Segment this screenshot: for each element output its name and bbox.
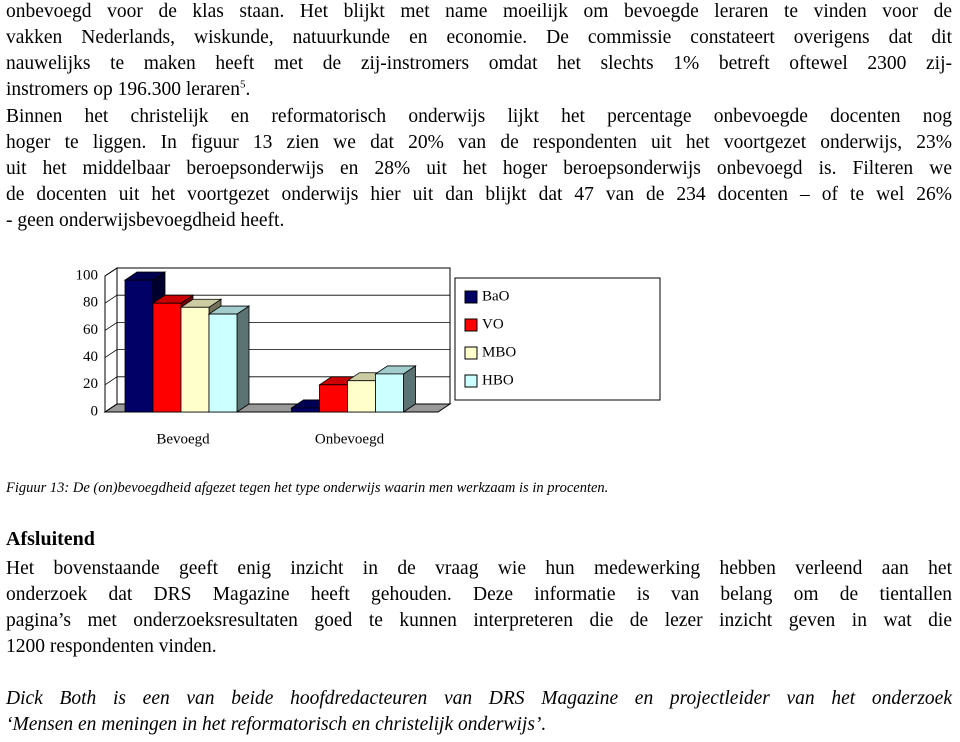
text-line: uit het middelbaar beroepsonderwijs en 2… <box>6 158 952 179</box>
y-tick-label: 40 <box>83 349 98 365</box>
bar <box>375 373 404 413</box>
legend-label: HBO <box>482 372 514 388</box>
y-tick-label: 100 <box>76 267 99 283</box>
bar <box>180 306 210 413</box>
x-tick-label: Onbevoegd <box>315 431 385 447</box>
grid-line <box>104 294 118 304</box>
legend-label: BaO <box>482 288 510 304</box>
text-line: - geen onderwijsbevoegdheid heeft. <box>6 210 285 231</box>
side-wall <box>104 267 118 413</box>
text-line: nauwelijks te maken heeft met de zij-ins… <box>6 53 952 74</box>
chart: 0 20 40 60 80 100 Bevoegd Onbevoegd BaO VO MBO HBO <box>76 267 661 447</box>
text-line: Het bovenstaande geeft enig inzicht in d… <box>6 558 952 579</box>
bar <box>319 384 348 413</box>
legend-swatch <box>464 346 478 360</box>
y-tick-label: 60 <box>83 322 98 338</box>
text: . <box>245 79 251 100</box>
grid-line <box>104 322 118 331</box>
bar <box>208 313 238 413</box>
text-line: 1200 respondenten vinden. <box>6 636 217 657</box>
footnote-ref: 5 <box>239 78 246 91</box>
bar <box>347 380 376 413</box>
text-line: de docenten uit het voortgezet onderwijs… <box>6 184 952 205</box>
y-tick-label: 80 <box>83 295 98 311</box>
text-line: Dick Both is een van beide hoofdredacteu… <box>6 688 952 709</box>
text-line: onderzoek dat DRS Magazine heeft gehoude… <box>6 584 952 605</box>
legend-box <box>454 277 661 401</box>
bar <box>152 302 182 413</box>
legend-swatch <box>464 374 478 388</box>
text-line: Binnen het christelijk en reformatorisch… <box>6 106 952 127</box>
text-line: instromers op 196.300 leraren5. <box>6 77 952 103</box>
grid-line <box>104 349 118 358</box>
text-line: pagina’s met onderzoeksresultaten goed t… <box>6 610 952 631</box>
text-line: onbevoegd voor de klas staan. Het blijkt… <box>6 1 952 22</box>
grid-line <box>104 376 118 386</box>
grid-line <box>104 403 118 413</box>
x-tick-label: Bevoegd <box>156 431 210 447</box>
text-line: ‘Mensen en meningen in het reformatorisc… <box>6 714 547 735</box>
section-heading: Afsluitend <box>6 528 95 550</box>
y-tick-label: 0 <box>91 403 99 419</box>
y-tick-label: 20 <box>83 376 98 392</box>
text-line: vakken Nederlands, wiskunde, natuurkunde… <box>6 27 952 48</box>
legend-swatch <box>464 318 478 332</box>
text-line: hoger te liggen. In figuur 13 zien we da… <box>6 132 952 153</box>
text: instromers op 196.300 leraren <box>6 79 240 100</box>
bar <box>124 279 154 413</box>
legend-label: MBO <box>482 344 516 360</box>
bar <box>291 407 320 413</box>
grid-line <box>104 267 118 277</box>
bar-side <box>236 305 250 413</box>
legend-label: VO <box>482 316 504 332</box>
figure-caption: Figuur 13: De (on)bevoegdheid afgezet te… <box>6 480 609 496</box>
legend-swatch <box>464 290 478 304</box>
